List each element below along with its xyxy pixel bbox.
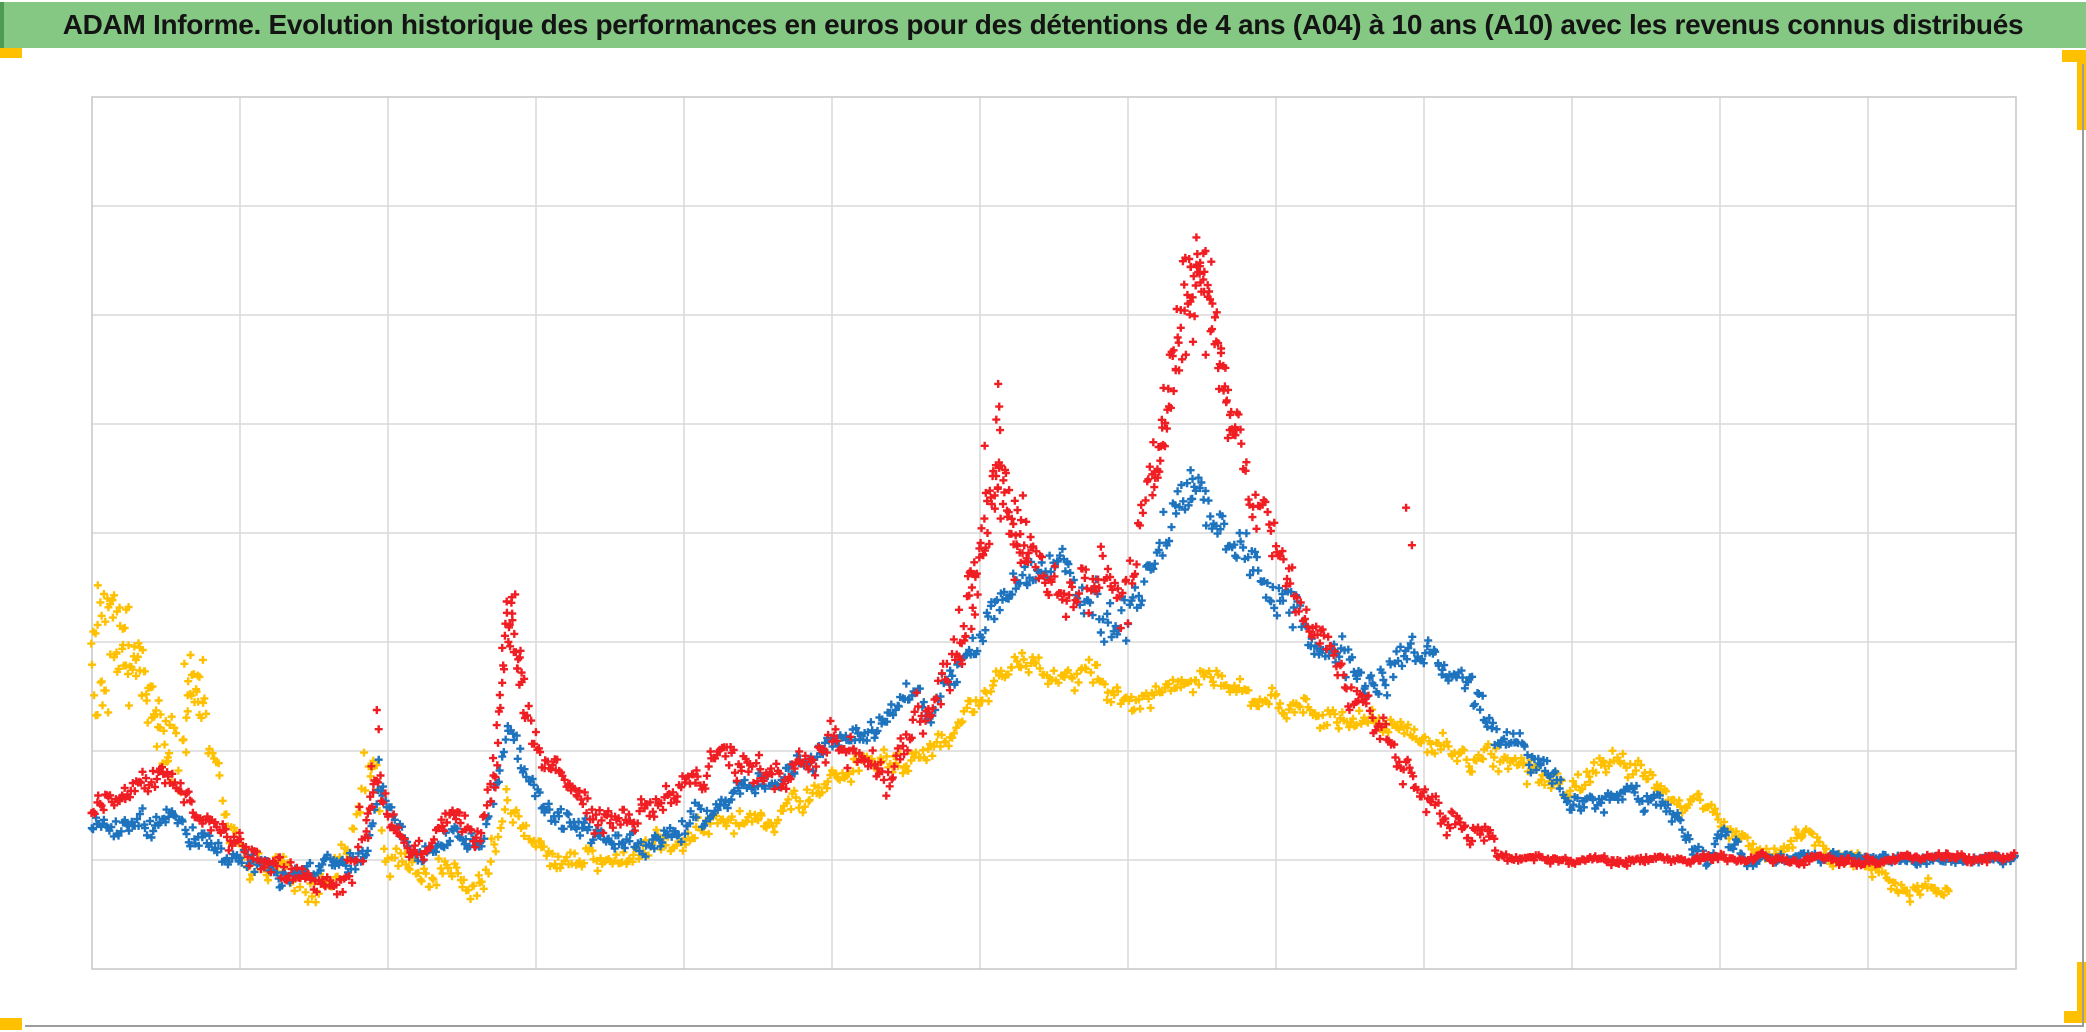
right-edge-line [2082,64,2084,1026]
bottom-edge-line [25,1025,2084,1027]
title-bar-left-accent [0,2,4,48]
title-bar: ADAM Informe. Evolution historique des p… [0,2,2086,48]
corner-accent-bottom-right-h [2064,1011,2086,1023]
corner-accent-top-left [0,48,22,58]
corner-accent-top-right-v [2077,50,2086,130]
corner-accent-bottom-right-v [2077,962,2086,1023]
page-title: ADAM Informe. Evolution historique des p… [62,9,2024,40]
corner-accent-bottom-left [0,1018,22,1030]
